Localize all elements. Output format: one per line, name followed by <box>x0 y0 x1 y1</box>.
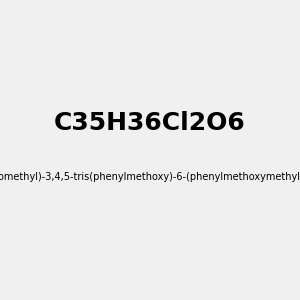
Text: C35H36Cl2O6: C35H36Cl2O6 <box>54 111 246 135</box>
Text: 2-(Dichloromethyl)-3,4,5-tris(phenylmethoxy)-6-(phenylmethoxymethyl)oxan-2-ol: 2-(Dichloromethyl)-3,4,5-tris(phenylmeth… <box>0 172 300 182</box>
